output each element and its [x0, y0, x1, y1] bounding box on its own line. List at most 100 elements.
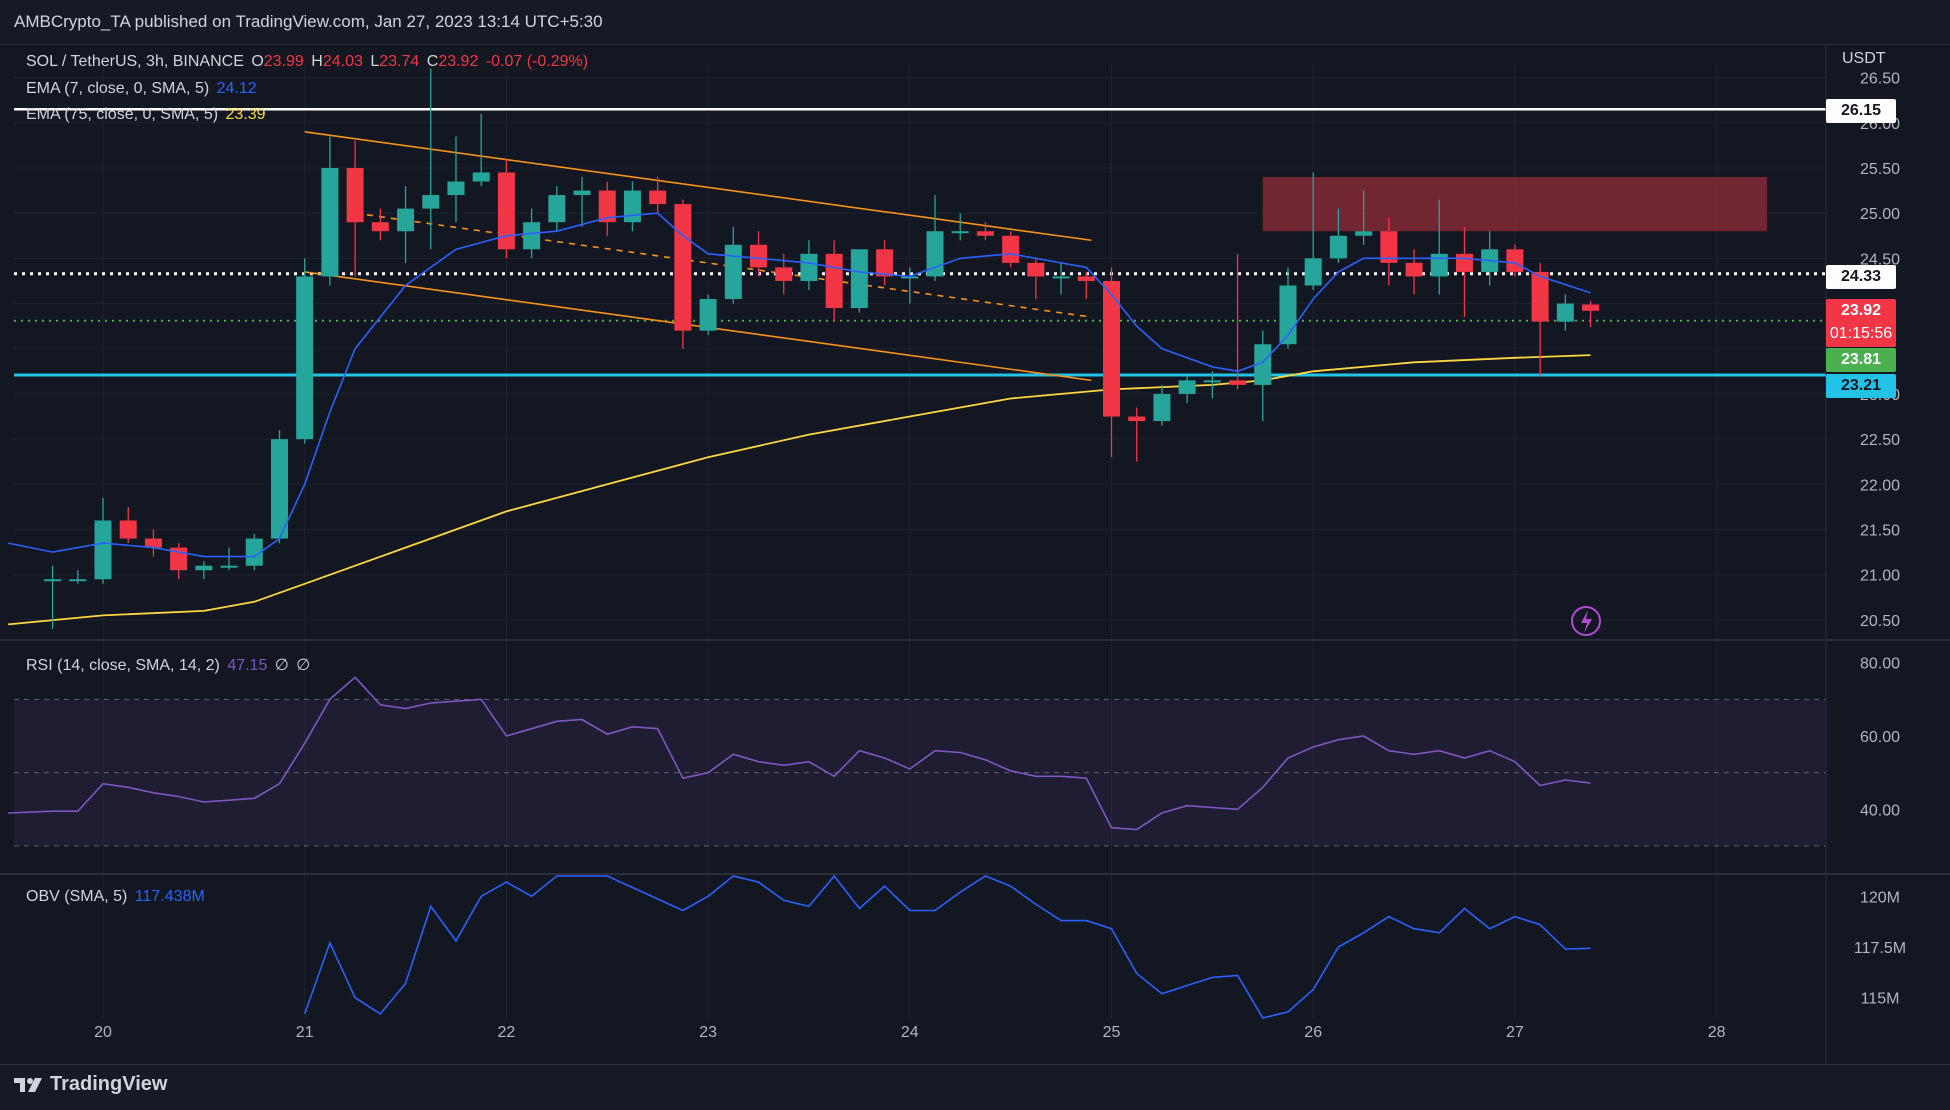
candle: [245, 534, 263, 571]
candle: [750, 231, 768, 277]
change-value: -0.07 (-0.29%): [485, 53, 589, 70]
candle: [44, 565, 62, 629]
time-tick-label: 23: [699, 1024, 717, 1041]
chart-canvas[interactable]: 26.5026.0025.5025.0024.5023.0022.5022.00…: [0, 44, 1950, 1064]
candle: [472, 113, 490, 187]
price-tick-label: 21.00: [1860, 568, 1900, 585]
candle-body: [1556, 303, 1574, 322]
candle: [1002, 231, 1020, 268]
candle-body: [951, 231, 969, 234]
candle: [800, 240, 818, 290]
obv-tick-label: 120M: [1860, 889, 1900, 906]
candle: [220, 547, 238, 571]
ema7-path: [8, 212, 1591, 558]
candle-body: [1027, 262, 1045, 277]
candle-body: [1128, 416, 1146, 422]
pane-separators: [0, 44, 1950, 1064]
symbol-legend: SOL / TetherUS, 3h, BINANCE O23.99 H24.0…: [26, 53, 591, 71]
candle: [901, 267, 919, 304]
candle: [144, 529, 162, 557]
obv-label: OBV (SMA, 5): [26, 888, 128, 905]
close-value: 23.92: [438, 53, 479, 70]
candle: [195, 561, 213, 580]
candle-body: [94, 520, 112, 580]
ema75-value: 23.39: [225, 106, 266, 123]
obv-value: 117.438M: [134, 888, 205, 905]
level-badge-white: 26.15: [1826, 99, 1896, 123]
candle: [1027, 258, 1045, 300]
candle-body: [1203, 380, 1221, 383]
candle-body: [69, 579, 87, 582]
candle-body: [245, 538, 263, 566]
candle-body: [548, 195, 566, 223]
candle-body: [699, 299, 717, 331]
channel-mid-line: [355, 212, 1092, 318]
ema7-label: EMA (7, close, 0, SMA, 5): [26, 80, 210, 97]
candle-body: [1430, 253, 1448, 277]
candle-body: [1077, 276, 1095, 281]
candle-body: [195, 565, 213, 571]
candles[interactable]: [44, 68, 1600, 629]
candle-body: [1304, 258, 1322, 286]
price-tick-label: 20.50: [1860, 613, 1900, 630]
price-tick-label: 26.50: [1860, 71, 1900, 88]
publish-header: AMBCrypto_TA published on TradingView.co…: [0, 0, 1950, 45]
candle-body: [397, 208, 415, 232]
candle-body: [1002, 235, 1020, 263]
candle-body: [523, 222, 541, 250]
candle-body: [144, 538, 162, 548]
candle: [1380, 217, 1398, 286]
supply-zone-rect: [1262, 176, 1768, 232]
candle-body: [220, 565, 238, 568]
candle-body: [422, 195, 440, 209]
candle-body: [1355, 231, 1373, 236]
tradingview-logo[interactable]: TradingView: [14, 1073, 167, 1096]
rsi-tick-label: 60.00: [1860, 729, 1900, 746]
candle-body: [1052, 276, 1070, 279]
candle-body: [876, 249, 894, 277]
candle: [976, 222, 994, 241]
flash-icon[interactable]: [1571, 606, 1601, 636]
candle: [270, 430, 288, 544]
close-label: C: [426, 53, 439, 70]
candle-body: [674, 204, 692, 331]
candle: [1556, 294, 1574, 331]
candle-body: [573, 190, 591, 196]
tradingview-logo-icon: [14, 1077, 42, 1092]
candle: [548, 186, 566, 232]
candle: [850, 249, 868, 313]
candle: [1229, 253, 1247, 390]
candle: [573, 176, 591, 227]
candle-body: [321, 167, 339, 277]
candle: [296, 258, 314, 444]
candle-body: [497, 172, 515, 250]
candle: [170, 543, 188, 580]
candle: [1279, 267, 1297, 349]
tradingview-brand: TradingView: [50, 1073, 168, 1095]
candle-body: [901, 276, 919, 279]
low-label: L: [370, 53, 380, 70]
channel-upper-line: [304, 131, 1092, 242]
rsi-extra-2: ∅: [296, 657, 311, 674]
supply-zone: [1262, 176, 1768, 232]
candle: [1128, 407, 1146, 462]
candle: [1103, 267, 1120, 458]
candle: [674, 199, 692, 349]
candle: [1430, 199, 1448, 295]
obv-path: [303, 874, 1591, 1019]
candle: [1405, 249, 1423, 295]
candle-body: [825, 253, 843, 309]
candle: [1355, 190, 1373, 245]
candle: [1203, 371, 1221, 399]
candle: [69, 570, 87, 584]
ema75-label: EMA (75, close, 0, SMA, 5): [26, 106, 219, 123]
candle-body: [800, 253, 818, 281]
candle-body: [346, 167, 364, 223]
candle-body: [750, 244, 768, 268]
time-tick-label: 27: [1506, 1024, 1524, 1041]
candle-body: [371, 222, 389, 232]
price-tick-label: 24.50: [1860, 251, 1900, 268]
candle: [1329, 208, 1347, 263]
rsi-label: RSI (14, close, SMA, 14, 2): [26, 657, 220, 674]
price-tick-label: 22.50: [1860, 432, 1900, 449]
